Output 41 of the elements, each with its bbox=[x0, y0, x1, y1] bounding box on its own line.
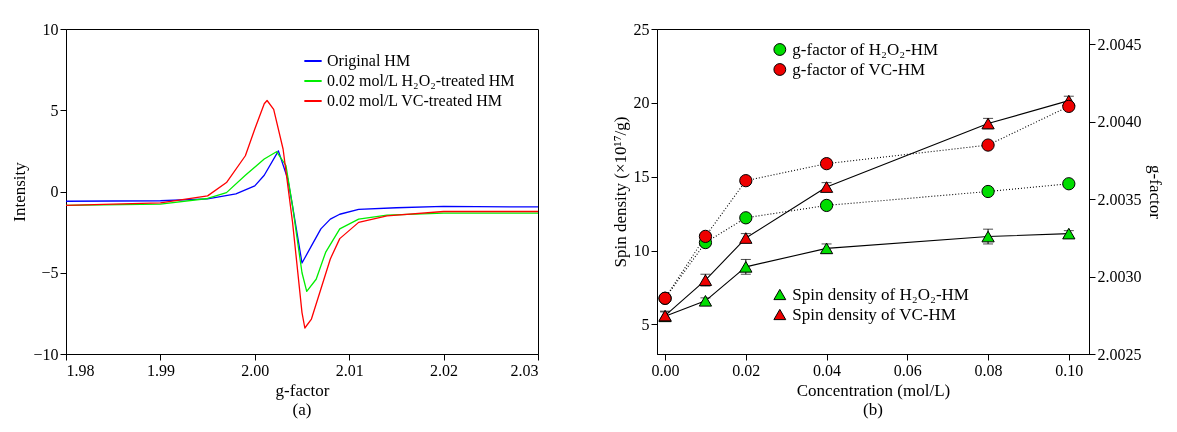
y-axis-title: Intensity bbox=[10, 161, 30, 222]
legend-label: Spin density of VC-HM bbox=[792, 304, 956, 324]
legend-label: 0.02 mol/L H₂O₂-treated HM bbox=[327, 72, 515, 89]
x-axis-title: g-factor bbox=[275, 380, 330, 400]
x-tick-label: 2.02 bbox=[430, 361, 459, 379]
x-tick-label: 2.01 bbox=[335, 361, 364, 379]
x-tick-label: 0.02 bbox=[732, 361, 761, 379]
y-tick-label: 5 bbox=[641, 315, 650, 333]
x-tick-label: 0.00 bbox=[651, 361, 680, 379]
legend-label: g-factor of VC-HM bbox=[792, 59, 926, 79]
legend-label: Original HM bbox=[327, 52, 411, 70]
y-tick-label: −5 bbox=[41, 264, 59, 282]
y2-axis-title: g-factor bbox=[1145, 165, 1165, 220]
x-tick-label: 0.08 bbox=[974, 361, 1003, 379]
legend-label: 0.02 mol/L VC-treated HM bbox=[327, 92, 503, 109]
x-tick-label: 2.03 bbox=[510, 361, 539, 379]
y-tick-label: 0 bbox=[50, 183, 59, 200]
text: (b) bbox=[863, 400, 883, 419]
y2-tick-label: 2.0040 bbox=[1097, 113, 1142, 131]
y-tick-label: 10 bbox=[633, 242, 650, 260]
y2-tick-label: 2.0035 bbox=[1097, 190, 1142, 208]
x-tick-label: 1.98 bbox=[66, 361, 95, 379]
y-tick-label: 15 bbox=[633, 168, 650, 186]
x-axis-title: Concentration (mol/L) bbox=[796, 380, 951, 400]
y-tick-label: 20 bbox=[633, 94, 650, 112]
x-tick-label: 1.99 bbox=[146, 361, 175, 379]
y-tick-label: 5 bbox=[50, 101, 59, 119]
y2-tick-label: 2.0045 bbox=[1097, 35, 1142, 53]
y2-tick-label: 2.0030 bbox=[1097, 268, 1142, 286]
y2-tick-label: 2.0025 bbox=[1097, 345, 1142, 363]
y-tick-label: 25 bbox=[633, 20, 650, 38]
y-tick-label: 10 bbox=[42, 20, 59, 38]
text: (a) bbox=[292, 400, 312, 419]
y-tick-label: −10 bbox=[33, 345, 59, 363]
y-axis-title: Spin density (×10¹⁷/g) bbox=[610, 116, 630, 268]
x-tick-label: 2.00 bbox=[241, 361, 270, 379]
legend-label: Spin density of H₂O₂-HM bbox=[792, 284, 969, 304]
x-tick-label: 0.10 bbox=[1055, 361, 1084, 379]
x-tick-label: 0.04 bbox=[813, 361, 842, 379]
x-tick-label: 0.06 bbox=[893, 361, 922, 379]
legend-label: g-factor of H₂O₂-HM bbox=[792, 39, 939, 59]
